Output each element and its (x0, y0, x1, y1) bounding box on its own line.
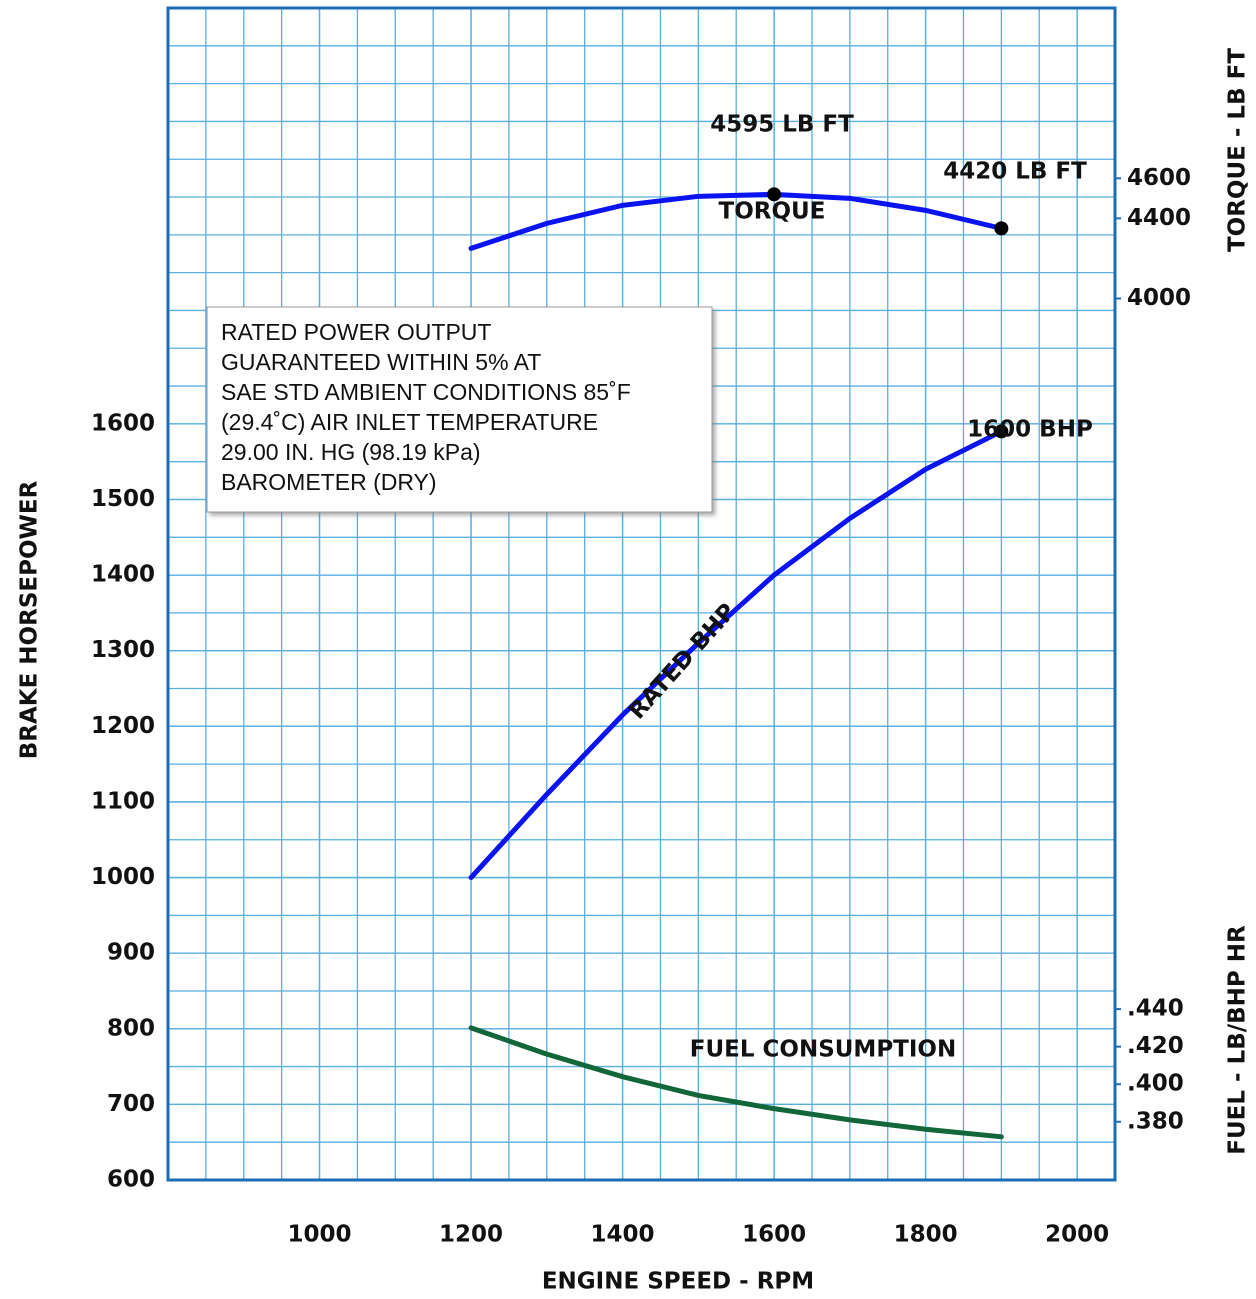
x-tick-label: 1000 (288, 1222, 352, 1248)
note-line: 29.00 IN. HG (98.19 kPa) (221, 439, 481, 465)
y-tick-label: 1400 (91, 562, 155, 588)
note-line: GUARANTEED WITHIN 5% AT (221, 349, 541, 375)
x-tick-label: 1600 (742, 1222, 806, 1248)
x-axis-title: ENGINE SPEED - RPM (542, 1269, 814, 1295)
series-label: RATED BHP (624, 599, 741, 725)
y3-tick-label: .400 (1127, 1071, 1184, 1097)
plot-frame (166, 6, 1117, 1182)
annotation: 4420 LB FT (943, 159, 1087, 185)
y3-tick-label: .380 (1127, 1108, 1184, 1134)
note-line: SAE STD AMBIENT CONDITIONS 85˚F (221, 379, 631, 405)
y2-tick-label: 4600 (1127, 165, 1191, 191)
series-line (468, 1025, 1004, 1140)
y-tick-label: 700 (107, 1091, 155, 1117)
y-tick-label: 600 (107, 1167, 155, 1193)
y-tick-label: 1100 (91, 788, 155, 814)
note-box (206, 306, 713, 513)
note-line: (29.4˚C) AIR INLET TEMPERATURE (221, 409, 598, 435)
y-tick-label: 1000 (91, 864, 155, 890)
point-marker (994, 424, 1009, 439)
y3-tick-label: .440 (1127, 996, 1184, 1022)
y-tick-label: 800 (107, 1015, 155, 1041)
y-tick-label: 1500 (91, 486, 155, 512)
y2-axis-title: TORQUE - LB FT (1225, 48, 1251, 252)
y3-axis-title: FUEL - LB/BHP HR (1225, 925, 1251, 1155)
note-line: RATED POWER OUTPUT (221, 319, 491, 345)
y-tick-label: 1200 (91, 713, 155, 739)
note-line: BAROMETER (DRY) (221, 469, 437, 495)
annotation: 4595 LB FT (710, 112, 854, 138)
y-tick-label: 1600 (91, 410, 155, 436)
point-marker (767, 187, 782, 202)
y3-tick-label: .420 (1127, 1033, 1184, 1059)
x-tick-label: 1400 (591, 1222, 655, 1248)
y-tick-label: 1300 (91, 637, 155, 663)
series-label: FUEL CONSUMPTION (690, 1037, 956, 1063)
point-marker (994, 221, 1009, 236)
plot (468, 187, 1009, 1140)
x-tick-label: 2000 (1045, 1222, 1109, 1248)
y-axis-title: BRAKE HORSEPOWER (17, 480, 43, 759)
series-label: TORQUE (719, 199, 826, 225)
y-tick-label: 900 (107, 940, 155, 966)
series-line (468, 428, 1004, 881)
x-tick-label: 1800 (894, 1222, 958, 1248)
y2-tick-label: 4400 (1127, 205, 1191, 231)
y2-tick-label: 4000 (1127, 285, 1191, 311)
x-tick-label: 1200 (439, 1222, 503, 1248)
annotation: 1600 BHP (967, 417, 1093, 443)
series-line (468, 191, 1004, 251)
